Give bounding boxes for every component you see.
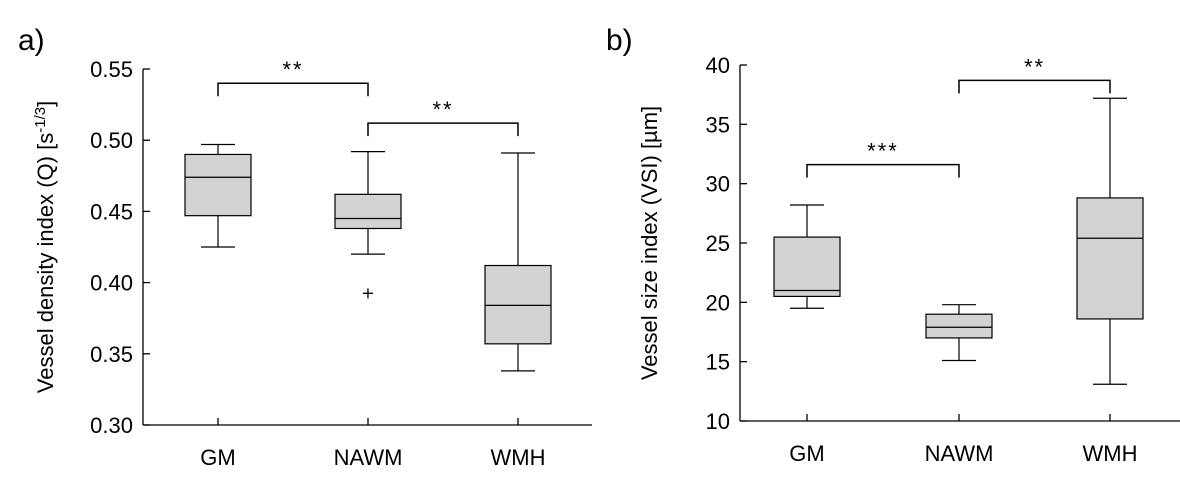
- panel-b-ytick-label: 10: [706, 409, 730, 434]
- panel-b-significance-bracket: [958, 79, 1111, 94]
- panel-b-significance-label: ***: [867, 139, 899, 164]
- panel-b-ylabel: Vessel size index (VSI) [µm]: [637, 106, 662, 380]
- panel-b-ytick-label: 20: [706, 290, 730, 315]
- panel-b-nawm-box-group: [925, 304, 993, 362]
- panel-a-ytick-label: 0.35: [90, 342, 133, 367]
- panel-b-significance-bracket: [806, 163, 960, 178]
- panel-a-ytick-label: 0.30: [90, 413, 133, 438]
- panel-a-xtick-label-gm: GM: [200, 445, 235, 470]
- panel-a-nawm-outlier: +: [361, 284, 374, 303]
- panel-b-xtick-label-nawm: NAWM: [925, 441, 994, 466]
- panel-b-ytick-label: 40: [706, 53, 730, 78]
- panel-a-xtick-label-wmh: WMH: [491, 445, 546, 470]
- panel-b-ytick-label: 15: [706, 350, 730, 375]
- panel-a-ylabel-close: ]: [33, 101, 58, 107]
- panel-b-wmh-iqr-box: [1076, 197, 1144, 320]
- panel-b-vessel-size: b) Vessel size index (VSI) [µm] 10 15 20 25…: [606, 24, 1180, 466]
- panel-a-significance-label: **: [432, 97, 453, 122]
- panel-a-nawm-box-group: +: [334, 150, 402, 303]
- panel-b-ytick-label: 35: [706, 112, 730, 137]
- panel-b-xtick-label-gm: GM: [789, 441, 824, 466]
- panel-a-significance-label: **: [282, 57, 303, 82]
- panel-b-significance-label: **: [1024, 54, 1045, 79]
- panel-a-label: a): [18, 24, 45, 57]
- panel-b-ytick-label: 25: [706, 231, 730, 256]
- panel-a-ylabel-text: Vessel density index (Q) [s: [33, 133, 58, 393]
- panel-a-gm-iqr-box: [184, 153, 252, 217]
- panel-a-nawm-iqr-box: [334, 193, 402, 230]
- panel-a-ylabel: Vessel density index (Q) [s-1/3]: [32, 101, 59, 393]
- panel-a-wmh-iqr-box: [484, 264, 552, 345]
- panel-a-ylabel-unit-sup: -1/3: [32, 107, 49, 133]
- panel-a-ytick-label: 0.55: [90, 57, 133, 82]
- panel-b-gm-iqr-box: [773, 236, 841, 297]
- panel-b-gm-box-group: [773, 204, 841, 309]
- panel-a-xtick-label-nawm: NAWM: [334, 445, 403, 470]
- panel-a-vessel-density: a) Vessel density index (Q) [s-1/3] 0.30…: [18, 24, 592, 470]
- panel-a-significance-bracket: [367, 122, 519, 137]
- panel-b-nawm-iqr-box: [925, 313, 993, 339]
- panel-b-label: b): [606, 24, 633, 57]
- panel-b-wmh-box-group: [1076, 97, 1144, 385]
- panel-a-gm-box-group: [184, 143, 252, 248]
- panel-a-wmh-box-group: [484, 152, 552, 372]
- panel-a-significance-bracket: [217, 82, 369, 97]
- panel-b-xtick-label-wmh: WMH: [1083, 441, 1138, 466]
- panel-b-ytick-label: 30: [706, 172, 730, 197]
- panel-a-ytick-label: 0.50: [90, 128, 133, 153]
- panel-a-ytick-label: 0.45: [90, 199, 133, 224]
- panel-a-ytick-label: 0.40: [90, 271, 133, 296]
